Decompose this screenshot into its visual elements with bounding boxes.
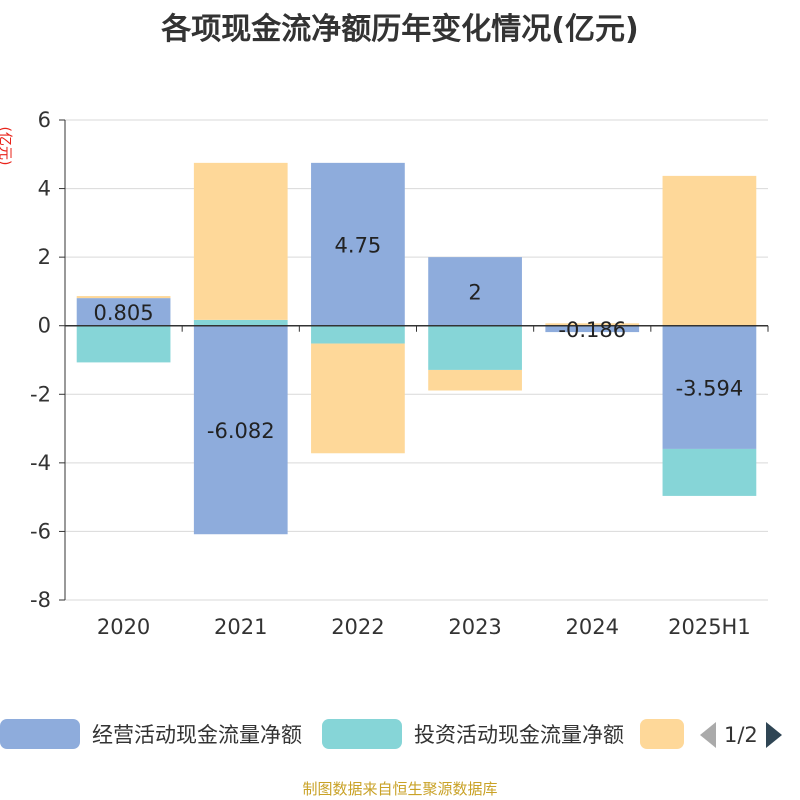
bar-series2-2025H1	[662, 175, 757, 326]
legend-item-investing[interactable]: 投资活动现金流量净额	[322, 718, 624, 750]
x-tick-label: 2024	[566, 615, 619, 639]
y-tick-label: -2	[30, 382, 51, 406]
legend-label-investing: 投资活动现金流量净额	[414, 723, 624, 747]
y-tick-label: 0	[38, 314, 51, 338]
source-note: 制图数据来自恒生聚源数据库	[302, 780, 498, 798]
bar-series0-2023	[428, 257, 522, 326]
data-label: 4.75	[335, 233, 382, 257]
x-tick-label: 2021	[214, 615, 267, 639]
pager-prev-icon[interactable]	[700, 722, 716, 748]
data-label: -0.186	[558, 318, 626, 342]
pager-page-text: 1/2	[724, 723, 758, 747]
legend: 经营活动现金流量净额 投资活动现金流量净额	[0, 714, 800, 758]
bar-series1-2025H1	[662, 448, 757, 496]
pager-next-icon[interactable]	[765, 722, 782, 748]
bar-series1-2020	[76, 325, 171, 363]
legend-swatch-investing	[322, 719, 402, 749]
y-tick-label: 4	[38, 177, 51, 201]
bar-series2-2024	[545, 323, 640, 326]
legend-item-third[interactable]	[640, 718, 684, 750]
legend-item-operating[interactable]: 经营活动现金流量净额	[0, 718, 302, 750]
data-label: -3.594	[676, 376, 744, 400]
bar-series1-2023	[428, 325, 522, 370]
x-tick-label: 2023	[448, 615, 501, 639]
legend-swatch-third	[640, 719, 684, 749]
x-tick-label: 2025H1	[668, 615, 751, 639]
y-tick-label: 2	[38, 245, 51, 269]
bar-series0-2025H1	[662, 325, 757, 449]
legend-swatch-operating	[0, 719, 80, 749]
bar-series1-2021	[193, 319, 288, 326]
bar-series2-2020	[76, 296, 171, 299]
bar-series0-2022	[311, 162, 405, 326]
bar-series0-2024	[545, 325, 640, 333]
bar-series1-2022	[311, 325, 405, 344]
data-label: 2	[468, 280, 481, 304]
x-tick-label: 2020	[97, 615, 150, 639]
bar-series2-2022	[311, 343, 405, 454]
legend-label-operating: 经营活动现金流量净额	[92, 723, 302, 747]
legend-pager: 1/2	[700, 718, 782, 752]
chart-title: 各项现金流净额历年变化情况(亿元)	[161, 12, 639, 47]
y-tick-label: 6	[38, 108, 51, 132]
x-tick-label: 2022	[331, 615, 384, 639]
data-label: 0.805	[94, 301, 154, 325]
bar-series2-2023	[428, 369, 522, 391]
bar-series0-2021	[193, 325, 288, 535]
bar-series2-2021	[193, 162, 288, 320]
data-label: -6.082	[207, 419, 275, 443]
bar-series0-2020	[76, 298, 171, 326]
y-tick-label: -4	[30, 451, 51, 475]
y-tick-label: -6	[30, 519, 51, 543]
y-tick-label: -8	[30, 588, 51, 612]
